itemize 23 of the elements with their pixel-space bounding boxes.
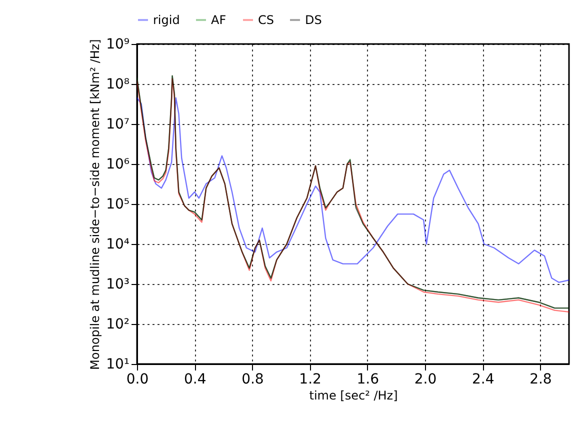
legend-label: rigid	[153, 13, 180, 27]
legend-label: CS	[258, 13, 274, 27]
y-tick-label: 10⁸	[106, 76, 130, 92]
y-tick-label: 10⁶	[106, 156, 130, 172]
x-axis-title: time [sec² /Hz]	[309, 388, 398, 402]
y-tick-label: 10⁹	[106, 36, 130, 52]
y-tick-label: 10¹	[106, 356, 130, 372]
y-tick-label: 10⁵	[106, 196, 130, 212]
y-tick-label: 10³	[106, 276, 130, 292]
x-tick-label: 2.8	[530, 372, 552, 388]
x-tick-label: 2.0	[414, 372, 437, 388]
legend-label: DS	[305, 13, 322, 27]
x-tick-label: 2.4	[472, 372, 494, 388]
y-tick-label: 10⁴	[106, 236, 130, 252]
y-tick-label: 10⁷	[106, 116, 130, 132]
x-tick-label: 1.2	[299, 372, 322, 388]
y-tick-label: 10²	[106, 316, 130, 332]
y-axis-title: Monopile at mudline side−to−side moment [kNm² /Hz]	[88, 39, 102, 370]
x-tick-label: 0.0	[126, 372, 149, 388]
x-tick-label: 0.8	[242, 372, 264, 388]
legend-label: AF	[211, 13, 226, 27]
x-tick-label: 0.4	[184, 372, 206, 388]
x-tick-label: 1.6	[356, 372, 380, 388]
